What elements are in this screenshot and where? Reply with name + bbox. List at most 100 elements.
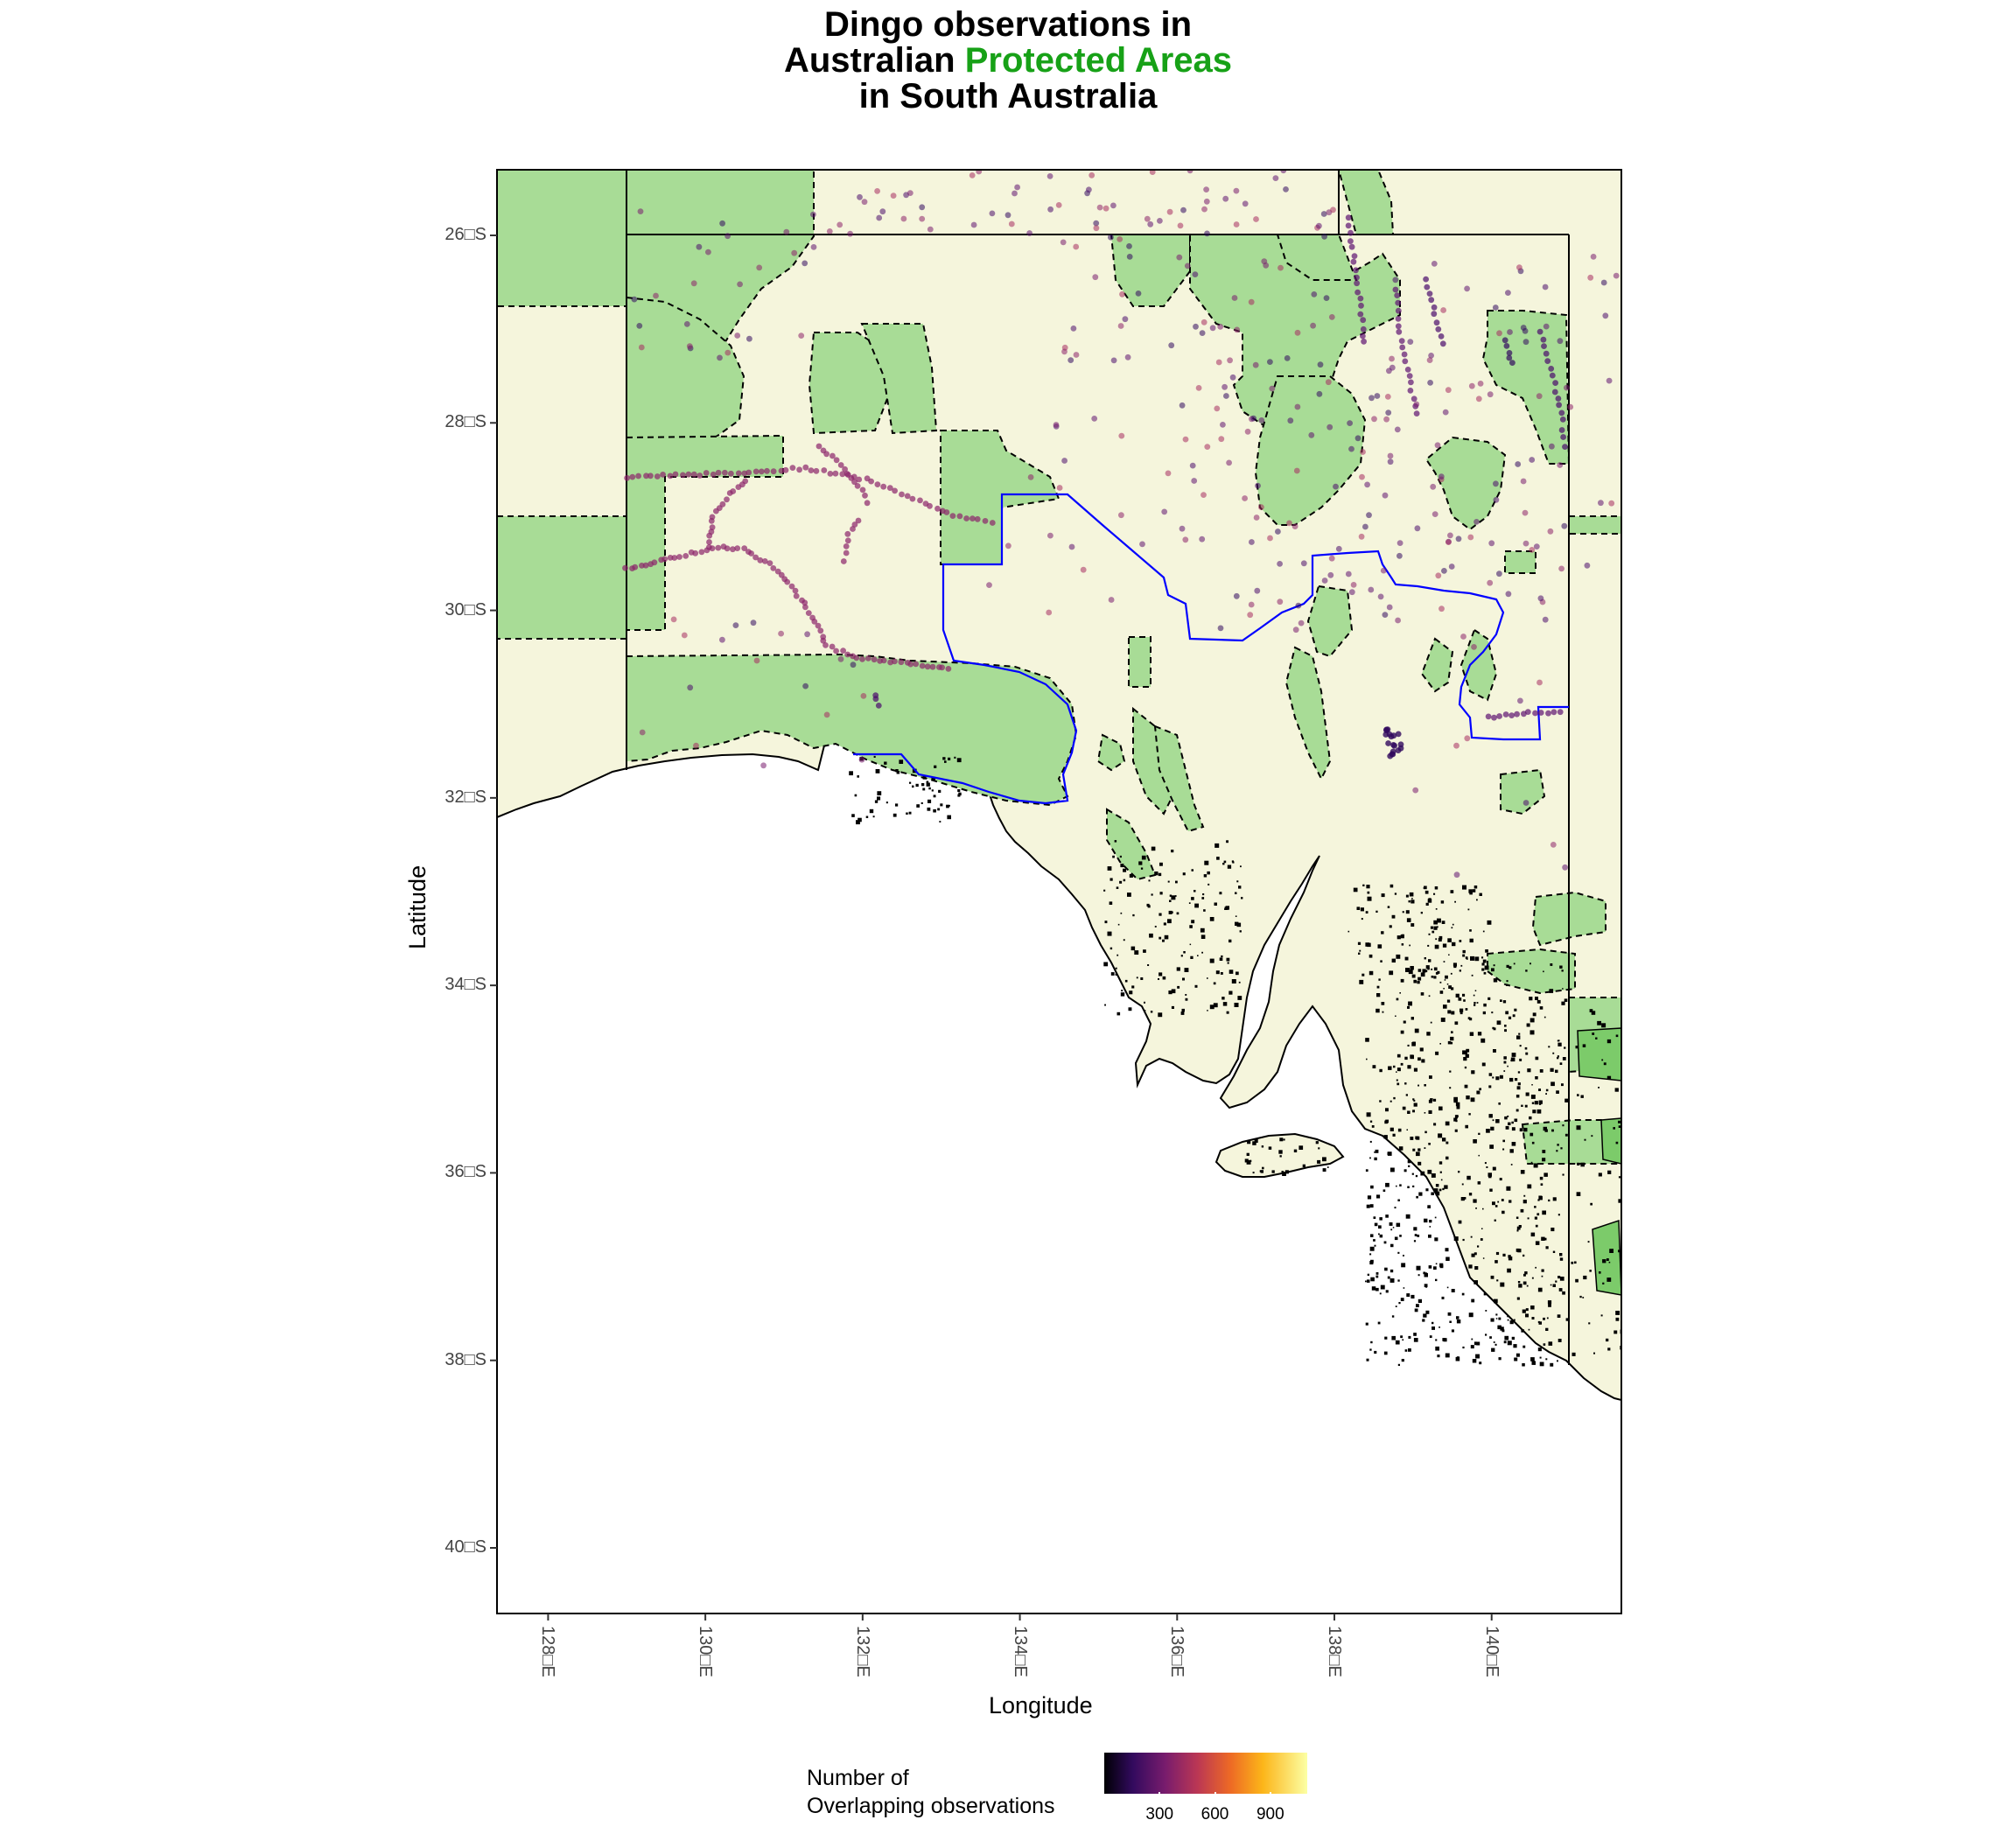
coastal-reserve-fragment [1490,1318,1494,1322]
coastal-reserve-fragment [1398,1068,1401,1072]
observation-point [963,515,970,522]
observation-point [822,642,829,648]
coastal-reserve-fragment [1394,892,1397,895]
coastal-reserve-fragment [1558,1288,1563,1292]
coastal-reserve-fragment [1499,1074,1503,1079]
observation-point [1401,351,1408,358]
coastal-reserve-fragment [1516,1086,1521,1090]
observation-point [1561,522,1568,529]
coastal-reserve-fragment [1511,1127,1516,1131]
observation-point [1542,284,1549,290]
observation-point [1557,462,1564,468]
coastal-reserve-fragment [1399,992,1401,994]
coastal-reserve-fragment [1539,1356,1542,1359]
coastal-reserve-fragment [1564,998,1568,1002]
coastal-reserve-fragment [896,771,900,774]
observation-point [770,565,777,571]
coastal-reserve-fragment [1219,957,1223,961]
coastal-reserve-fragment [1422,1319,1425,1322]
observation-point [1182,536,1189,543]
observation-point [1394,292,1401,298]
observation-point [715,469,722,476]
coastal-reserve-fragment [1434,944,1439,949]
coastal-reserve-fragment [1525,970,1528,972]
coastal-reserve-fragment [1378,1233,1380,1236]
coastal-reserve-fragment [1434,1237,1438,1242]
observation-point [1149,170,1156,175]
coastal-reserve-fragment [1565,1318,1569,1321]
observation-point [1222,383,1228,390]
observation-point [1460,634,1466,640]
coastal-reserve-fragment [1222,863,1225,865]
observation-point [989,210,996,217]
observation-point [681,632,688,639]
coastal-reserve-fragment [1376,910,1378,913]
observation-point [1047,532,1054,539]
observation-point [1386,604,1393,611]
coastal-reserve-fragment [1509,1149,1514,1153]
coastal-reserve-fragment [954,756,956,759]
coastal-reserve-fragment [877,796,881,801]
coastal-reserve-fragment [1431,976,1434,978]
observation-point [1244,428,1251,435]
coastal-reserve-fragment [1403,1255,1404,1256]
x-axis-ticks [547,1614,1493,1620]
coastal-reserve-fragment [1115,967,1117,970]
dog-fence-line [853,493,1569,805]
coastal-reserve-fragment [1424,1273,1428,1278]
coastal-reserve-fragment [1430,1021,1432,1024]
coastal-reserve-fragment [1134,950,1139,955]
coastal-reserve-fragment [1411,1172,1414,1175]
coastal-reserve-fragment [1535,997,1538,1000]
observation-point [1061,348,1068,355]
coastal-reserve-fragment [1541,1236,1545,1241]
coastal-reserve-fragment [1613,1127,1615,1130]
coastal-reserve-fragment [1615,1311,1620,1315]
coastal-reserve-fragment [1442,1338,1446,1341]
coastal-reserve-fragment [1188,902,1191,904]
coastal-reserve-fragment [1614,1330,1618,1334]
coastal-reserve-fragment [1411,974,1416,978]
coastal-reserve-fragment [1151,893,1153,896]
observation-point [1110,202,1116,209]
coastal-reserve-fragment [1425,1310,1430,1314]
coastal-reserve-fragment [1477,1181,1481,1185]
coastal-reserve-fragment [1413,1240,1417,1242]
coastal-reserve-fragment [1158,913,1162,916]
observation-point [1102,205,1110,212]
observation-point [1233,592,1240,599]
observation-point [823,451,830,458]
coastal-reserve-fragment [1618,1199,1621,1203]
observation-point [1091,416,1098,422]
coastal-reserve-fragment [1204,860,1209,865]
observation-point [1471,644,1477,650]
coastal-reserve-fragment [1509,1077,1514,1082]
coastal-reserve-fragment [1381,893,1385,898]
observation-point [1491,714,1497,721]
coastal-reserve-fragment [1530,1306,1535,1310]
coastal-reserve-fragment [1460,1012,1463,1015]
observation-point [1392,276,1399,284]
coastal-reserve-fragment [1405,1214,1410,1219]
coastal-reserve-fragment [1504,1029,1507,1032]
x-tick-label: 128□E [538,1626,558,1677]
coastal-reserve-fragment [956,758,962,763]
coastal-reserve-fragment [1435,908,1438,910]
coastal-reserve-fragment [1424,1284,1428,1288]
observation-point [874,188,880,194]
coastal-reserve-fragment [1391,958,1396,962]
coastal-reserve-fragment [1453,962,1457,967]
coastal-reserve-fragment [1208,883,1210,886]
observation-point [919,204,926,211]
observation-point [1209,325,1216,332]
coastal-reserve-fragment [1465,1051,1467,1054]
coastal-reserve-fragment [1521,1329,1524,1333]
coastal-reserve-fragment [1516,1035,1521,1040]
coastal-reserve-fragment [1609,1249,1614,1253]
coastal-reserve-fragment [1235,915,1237,917]
coastal-reserve-fragment [1399,1184,1402,1186]
coastal-reserve-fragment [1224,907,1227,910]
legend-tick-label: 900 [1256,1805,1284,1824]
coastal-reserve-fragment [1493,1049,1496,1053]
observation-point [861,199,868,206]
